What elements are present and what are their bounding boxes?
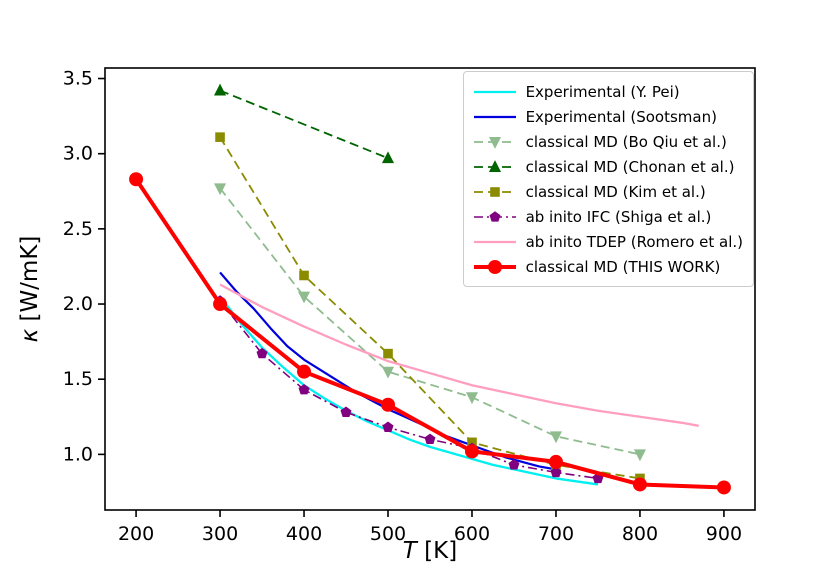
legend-label: ab inito IFC (Shiga et al.) (525, 207, 712, 226)
legend-label: classical MD (Kim et al.) (525, 182, 706, 201)
series-line-7 (134, 178, 725, 490)
data-point-triangle-down (633, 449, 646, 462)
legend-sample-line (473, 136, 516, 149)
data-point-pentagon (550, 466, 562, 478)
data-point-triangle-down (297, 291, 311, 304)
x-tick-label: 900 (706, 523, 742, 545)
legend-sample-line (473, 210, 516, 222)
data-point-triangle-up (381, 151, 395, 164)
data-point-pentagon (424, 433, 436, 444)
series-line-5 (219, 300, 599, 480)
data-point-pentagon (256, 347, 268, 359)
x-axis-label-units: [K] (416, 538, 458, 564)
data-point-circle (548, 454, 563, 469)
legend-label: Experimental (Y. Pei) (525, 82, 680, 101)
data-point-circle (632, 477, 647, 492)
legend-entry-0: Experimental (Y. Pei) (472, 79, 743, 104)
data-point-square (215, 132, 225, 142)
legend-entry-2: classical MD (Bo Qiu et al.) (472, 129, 743, 154)
x-tick-label: 200 (118, 523, 154, 545)
data-point-square (299, 270, 309, 281)
data-point-pentagon (298, 383, 310, 395)
legend: Experimental (Y. Pei) Experimental (Soots… (462, 71, 754, 287)
x-tick-label: 600 (454, 523, 490, 545)
data-point-triangle-up (488, 159, 501, 172)
data-point-pentagon (340, 406, 352, 417)
data-point-circle (381, 397, 396, 412)
x-tick-label: 400 (286, 523, 322, 545)
legend-sample-line (473, 186, 516, 197)
legend-label: classical MD (Bo Qiu et al.) (525, 132, 727, 151)
data-point-circle (716, 480, 731, 495)
legend-sample-line (473, 115, 516, 118)
x-tick-label: 300 (202, 523, 238, 545)
series-line-3 (219, 89, 389, 160)
legend-label: Experimental (Sootsman) (525, 107, 717, 126)
legend-entry-4: classical MD (Kim et al.) (472, 179, 743, 204)
data-point-triangle-down (488, 136, 501, 149)
series-line-0 (219, 295, 599, 486)
legend-entry-3: classical MD (Chonan et al.) (472, 154, 743, 179)
data-point-triangle-up (214, 83, 227, 96)
data-point-circle (297, 364, 312, 379)
y-axis-label-units: [W/mK] (17, 235, 43, 329)
legend-entry-7: classical MD (THIS WORK) (472, 254, 743, 279)
data-point-circle (213, 297, 228, 312)
data-point-square (489, 186, 500, 197)
data-point-triangle-down (214, 183, 227, 196)
y-tick-label: 3.5 (63, 68, 93, 90)
series-line-6 (219, 283, 699, 427)
legend-sample-line (473, 240, 516, 243)
data-point-circle (487, 259, 502, 274)
legend-entry-5: ab inito IFC (Shiga et al.) (472, 204, 743, 229)
y-tick-label: 2.5 (63, 218, 93, 240)
legend-entry-6: ab inito TDEP (Romero et al.) (472, 229, 743, 254)
data-point-square (383, 348, 393, 359)
y-tick-label: 2.0 (63, 293, 93, 315)
series-line-4 (219, 136, 641, 480)
legend-label: classical MD (THIS WORK) (525, 257, 721, 276)
data-point-pentagon (489, 210, 501, 222)
legend-entry-1: Experimental (Sootsman) (472, 104, 743, 129)
legend-sample-line (473, 159, 516, 172)
y-axis-label: κ [W/mK] (17, 236, 43, 343)
legend-sample-line (473, 259, 516, 274)
data-point-triangle-down (465, 392, 479, 405)
series-line-2 (219, 187, 641, 456)
data-point-circle (129, 172, 144, 187)
x-tick-label: 500 (370, 523, 406, 545)
data-point-triangle-down (381, 366, 395, 379)
data-point-pentagon (508, 459, 520, 470)
x-axis-label: T [K] (403, 538, 457, 564)
y-axis-label-symbol: κ (17, 328, 43, 343)
y-tick-label: 1.0 (63, 443, 93, 465)
legend-label: ab inito TDEP (Romero et al.) (525, 232, 743, 251)
y-tick-label: 3.0 (63, 143, 93, 165)
data-point-triangle-down (549, 431, 563, 444)
y-tick-label: 1.5 (63, 368, 93, 390)
data-point-square (467, 437, 477, 448)
data-point-circle (464, 444, 479, 459)
data-point-pentagon (382, 421, 394, 432)
x-tick-label: 700 (538, 523, 574, 545)
x-axis-label-symbol: T (402, 538, 417, 564)
legend-sample-line (473, 90, 516, 93)
x-tick-label: 800 (622, 523, 658, 545)
axes-frame (104, 67, 756, 511)
legend-label: classical MD (Chonan et al.) (525, 157, 735, 176)
